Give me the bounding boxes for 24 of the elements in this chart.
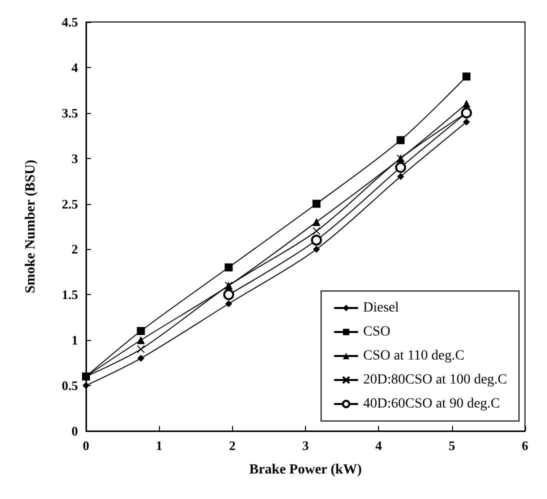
x-tick-label: 3 [302, 438, 310, 453]
y-tick-label: 0 [72, 424, 78, 438]
legend-label: CSO at 110 deg.C [363, 348, 464, 364]
legend-label: 40D:60CSO at 90 deg.C [363, 396, 500, 412]
y-tick-label: 3.5 [62, 105, 78, 120]
y-tick-label: 1.5 [62, 287, 78, 302]
y-tick-label: 1 [72, 332, 78, 348]
legend-label: 20D:80CSO at 100 deg.C [363, 372, 507, 388]
x-tick-label: 2 [229, 438, 236, 453]
y-tick-label: 0.5 [62, 378, 78, 394]
x-tick-label: 5 [448, 438, 456, 453]
legend-label: Diesel [363, 300, 399, 316]
y-tick-label: 4.5 [62, 14, 78, 30]
y-tick-label: 4 [72, 60, 78, 75]
y-tick-label: 2 [72, 242, 78, 257]
y-tick-label: 2.5 [62, 196, 78, 212]
x-tick-label: 0 [82, 438, 90, 453]
x-axis-title: Brake Power (kW) [249, 462, 362, 478]
x-tick-label: 1 [156, 438, 162, 453]
x-tick-label: 4 [375, 438, 382, 453]
x-tick-label: 6 [522, 438, 529, 453]
y-tick-label: 3 [72, 150, 78, 166]
y-axis-title: Smoke Number (BSU) [24, 159, 38, 294]
legend-label: CSO [363, 324, 390, 340]
